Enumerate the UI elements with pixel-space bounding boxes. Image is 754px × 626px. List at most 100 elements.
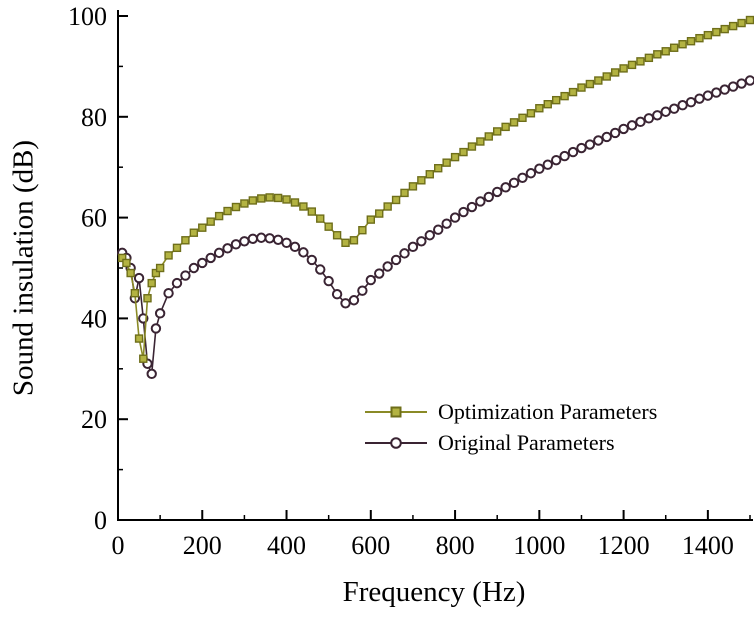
data-point-marker [151, 268, 161, 278]
data-point-marker [126, 268, 135, 278]
data-point-marker [424, 230, 435, 241]
data-point-marker [720, 24, 729, 34]
data-point-marker [702, 90, 714, 101]
data-point-marker [400, 188, 409, 198]
x-tick-label: 200 [183, 531, 222, 560]
data-point-marker [695, 33, 704, 43]
data-point-marker [118, 253, 127, 263]
x-tick-label: 800 [436, 531, 475, 560]
data-point-marker [483, 191, 494, 203]
data-point-marker [332, 231, 342, 240]
data-point-marker [442, 158, 451, 167]
axes: 0 200 400 600 800 1000 1200 1400 0 20 40 60 80 100 [68, 2, 753, 560]
data-point-marker [223, 206, 232, 216]
data-point-marker [644, 53, 654, 63]
legend-marker [390, 406, 402, 418]
data-point-marker [425, 170, 434, 179]
data-point-marker [601, 131, 612, 143]
data-point-marker [493, 127, 502, 136]
data-point-marker [181, 236, 190, 245]
data-point-marker [602, 72, 611, 81]
data-point-marker [567, 146, 579, 158]
data-point-marker [306, 254, 318, 266]
data-point-marker [434, 164, 443, 173]
data-point-marker [206, 217, 215, 226]
data-point-marker [163, 288, 174, 299]
legend-entry-optimization: Optimization Parameters [364, 399, 657, 425]
data-point-marker [299, 202, 308, 211]
data-point-marker [727, 81, 739, 92]
data-point-marker [526, 109, 536, 118]
data-point-marker [365, 274, 376, 286]
data-point-marker [198, 223, 207, 232]
data-point-marker [585, 79, 595, 89]
data-point-marker [417, 176, 426, 185]
legend-label-optimization: Optimization Parameters [438, 399, 658, 424]
y-tick-label: 40 [81, 304, 107, 333]
data-point-marker [171, 277, 183, 289]
data-point-marker [239, 236, 250, 247]
data-point-marker [257, 194, 266, 203]
data-point-marker [466, 201, 478, 213]
series-original-parameters [117, 75, 754, 380]
x-tick-label: 400 [267, 531, 306, 560]
data-point-marker [517, 172, 528, 183]
y-tick-label: 80 [81, 103, 107, 132]
data-point-marker [609, 127, 621, 139]
data-point-marker [652, 110, 663, 121]
data-point-marker [164, 251, 173, 260]
data-point-marker [231, 202, 241, 212]
data-point-marker [146, 368, 157, 380]
data-point-marker [247, 233, 259, 244]
data-point-marker [635, 116, 646, 128]
data-point-marker [189, 228, 199, 237]
data-point-marker [475, 196, 486, 207]
data-point-marker [358, 225, 367, 235]
x-axis-title: Frequency (Hz) [342, 576, 526, 608]
data-point-marker [289, 241, 301, 253]
data-point-marker [467, 142, 477, 151]
data-point-marker [349, 236, 359, 245]
data-point-marker [550, 154, 562, 166]
data-point-marker [382, 261, 393, 272]
data-point-marker [559, 150, 570, 162]
data-point-marker [484, 132, 493, 141]
legend: Optimization Parameters Original Paramet… [364, 399, 657, 456]
data-point-marker [678, 40, 687, 49]
series-line [121, 19, 751, 359]
data-point-marker [627, 60, 637, 70]
data-point-marker [694, 93, 705, 104]
data-point-marker [449, 212, 461, 223]
data-point-marker [375, 209, 384, 218]
data-point-marker [147, 278, 156, 288]
data-point-marker [324, 222, 333, 231]
data-point-marker [383, 202, 392, 211]
data-point-marker [205, 252, 216, 264]
data-point-marker [534, 163, 545, 174]
data-point-marker [197, 257, 208, 269]
x-tick-label: 0 [112, 531, 125, 560]
data-point-marker [150, 323, 162, 334]
data-point-marker [433, 224, 444, 235]
data-point-marker [416, 236, 427, 247]
data-point-marker [265, 193, 274, 202]
data-point-marker [458, 206, 469, 218]
y-tick-label: 0 [94, 506, 107, 535]
data-point-marker [307, 207, 317, 216]
y-tick-label: 20 [81, 405, 107, 434]
data-point-marker [399, 248, 410, 259]
x-tick-label: 1000 [513, 531, 565, 560]
data-point-marker [643, 113, 655, 124]
data-point-marker [273, 193, 283, 203]
data-point-marker [188, 262, 200, 274]
data-point-marker [133, 272, 145, 284]
series-optimization-parameters [118, 15, 754, 363]
legend-marker-circle-icon [365, 437, 427, 449]
data-point-marker [594, 76, 603, 85]
data-point-marker [366, 215, 375, 224]
data-point-marker [154, 308, 166, 319]
y-tick-label: 100 [68, 2, 107, 31]
data-point-marker [316, 214, 325, 223]
data-point-marker [543, 99, 552, 109]
